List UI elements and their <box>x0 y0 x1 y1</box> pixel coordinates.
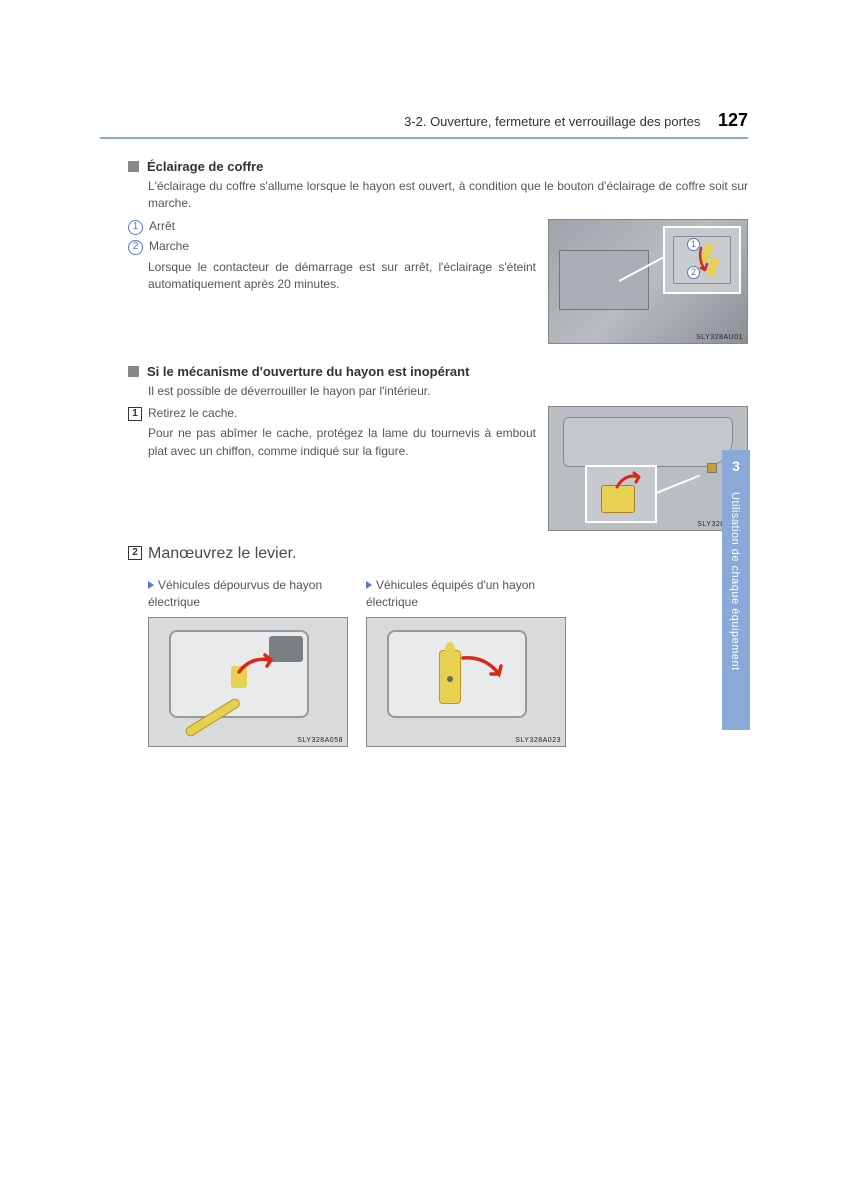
section-breadcrumb: 3-2. Ouverture, fermeture et verrouillag… <box>404 114 700 129</box>
triangle-bullet-icon <box>366 581 372 589</box>
figure-code: SLY328A058 <box>297 737 343 744</box>
section-intro: Il est possible de déverrouiller le hayo… <box>148 383 748 400</box>
page-header: 3-2. Ouverture, fermeture et verrouillag… <box>100 110 748 139</box>
figure-lever-elec: SLY328A023 <box>366 617 566 747</box>
section-luggage-light: Éclairage de coffre L'éclairage du coffr… <box>100 159 748 344</box>
square-bullet-icon <box>128 161 139 172</box>
item-label: Marche <box>149 239 189 253</box>
item-label: Arrêt <box>149 219 175 233</box>
page-number: 127 <box>718 110 748 130</box>
figure-caption: Véhicules dépourvus de hayon électrique <box>148 577 348 611</box>
chapter-tab: 3 Utilisation de chaque équipement <box>722 450 750 730</box>
chapter-title: Utilisation de chaque équipement <box>729 492 741 671</box>
content-row: 1 Arrêt 2 Marche Lorsque le contacteur d… <box>128 219 748 344</box>
figure-remove-cover: SLY328A021 <box>548 406 748 531</box>
boxed-number-icon: 2 <box>128 546 142 560</box>
figure-code: SLY328AU01 <box>696 334 743 341</box>
list-item: 1 Arrêt <box>128 219 536 235</box>
content-row: 1 Retirez le cache. Pour ne pas abîmer l… <box>128 406 748 531</box>
figure-caption: Véhicules équipés d'un hayon électrique <box>366 577 566 611</box>
list-item: 2 Manœuvrez le levier. <box>128 545 297 563</box>
figure-block: Véhicules dépourvus de hayon électrique … <box>148 577 348 747</box>
section-title: Si le mécanisme d'ouverture du hayon est… <box>128 364 748 379</box>
figure-pair: Véhicules dépourvus de hayon électrique … <box>148 577 748 747</box>
square-bullet-icon <box>128 366 139 377</box>
boxed-number-icon: 1 <box>128 407 142 421</box>
title-text: Éclairage de coffre <box>147 159 263 174</box>
list-item: 2 Marche <box>128 239 536 255</box>
circled-number-icon: 1 <box>128 220 143 235</box>
figure-luggage-switch: 1 2 SLY328AU01 <box>548 219 748 344</box>
triangle-bullet-icon <box>148 581 154 589</box>
list-item: 1 Retirez le cache. <box>128 406 536 421</box>
chapter-number: 3 <box>722 450 750 474</box>
circled-number-icon: 2 <box>128 240 143 255</box>
section-intro: L'éclairage du coffre s'allume lorsque l… <box>148 178 748 213</box>
figure-code: SLY328A023 <box>515 737 561 744</box>
item-note: Lorsque le contacteur de démarrage est s… <box>148 259 536 294</box>
item-label: Manœuvrez le levier. <box>148 545 297 563</box>
figure-block: Véhicules équipés d'un hayon électrique … <box>366 577 566 747</box>
section-hayon-inoperant: Si le mécanisme d'ouverture du hayon est… <box>100 364 748 747</box>
item-label: Retirez le cache. <box>148 406 237 420</box>
section-title: Éclairage de coffre <box>128 159 748 174</box>
title-text: Si le mécanisme d'ouverture du hayon est… <box>147 364 469 379</box>
content-row: 2 Manœuvrez le levier. <box>128 545 748 567</box>
text-column: 1 Arrêt 2 Marche Lorsque le contacteur d… <box>128 219 536 344</box>
figure-lever-nonelec: SLY328A058 <box>148 617 348 747</box>
text-column: 1 Retirez le cache. Pour ne pas abîmer l… <box>128 406 536 531</box>
item-note: Pour ne pas abîmer le cache, protégez la… <box>148 425 536 460</box>
manual-page: 3-2. Ouverture, fermeture et verrouillag… <box>0 0 848 747</box>
